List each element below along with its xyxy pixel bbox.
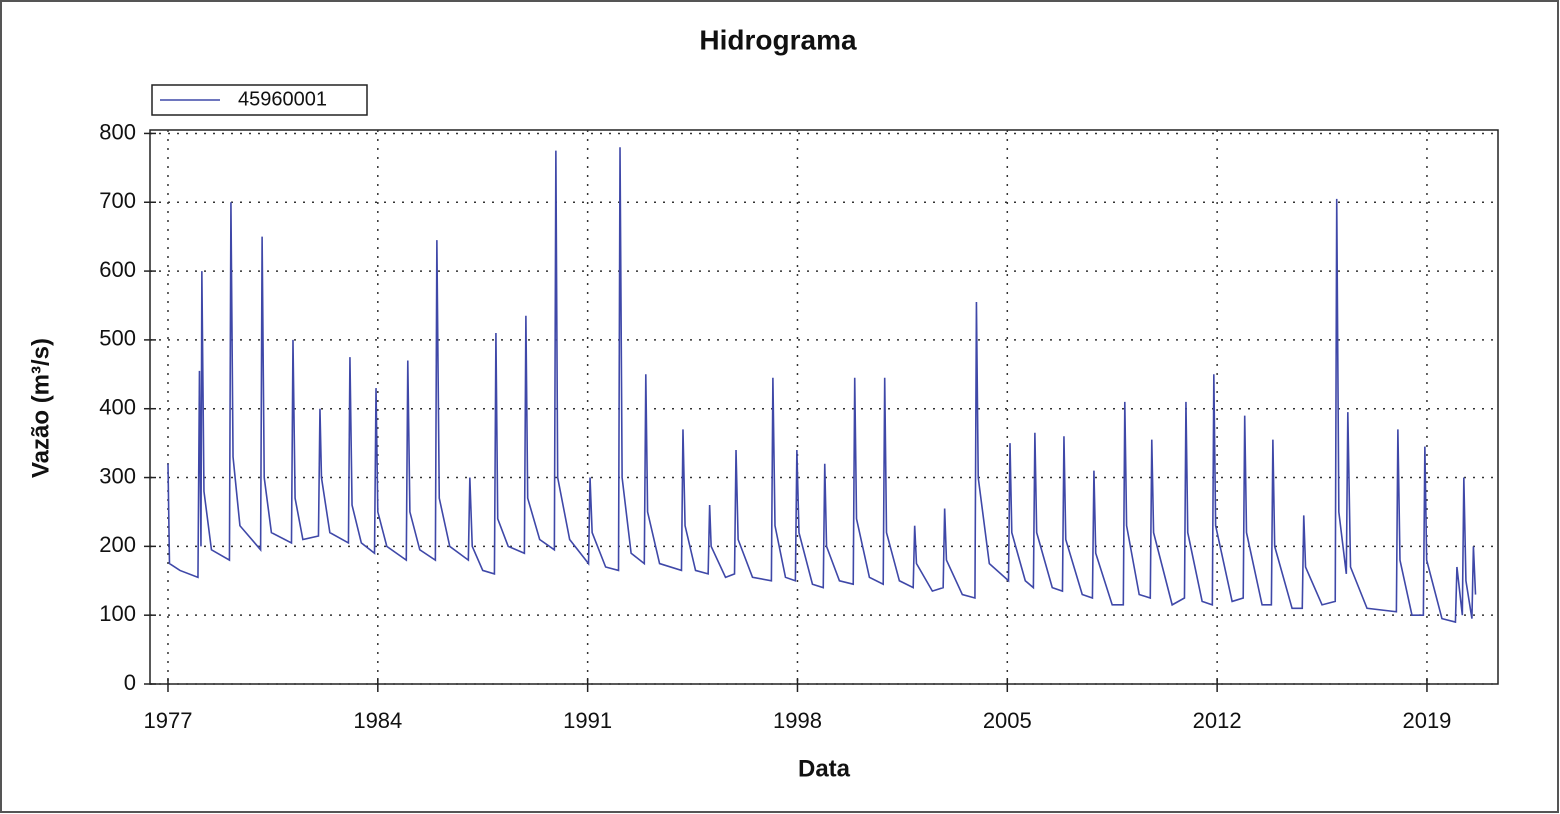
y-tick-label: 500 xyxy=(99,326,136,351)
y-tick-label: 400 xyxy=(99,395,136,420)
y-tick-label: 700 xyxy=(99,188,136,213)
y-axis-label: Vazão (m³/s) xyxy=(27,338,54,478)
x-tick-label: 2005 xyxy=(983,708,1032,733)
x-tick-label: 1998 xyxy=(773,708,822,733)
plot-area xyxy=(149,129,1499,685)
x-tick-label: 2012 xyxy=(1193,708,1242,733)
y-tick-label: 0 xyxy=(124,670,136,695)
x-tick-label: 2019 xyxy=(1402,708,1451,733)
y-tick-label: 800 xyxy=(99,119,136,144)
y-tick-label: 300 xyxy=(99,463,136,488)
chart-title: Hidrograma xyxy=(699,24,857,55)
y-tick-label: 200 xyxy=(99,532,136,557)
x-tick-label: 1984 xyxy=(353,708,402,733)
x-tick-label: 1977 xyxy=(144,708,193,733)
series-line xyxy=(167,147,1477,624)
y-tick-label: 600 xyxy=(99,257,136,282)
y-tick-label: 100 xyxy=(99,601,136,626)
x-tick-label: 1991 xyxy=(563,708,612,733)
x-axis-label: Data xyxy=(798,755,851,782)
legend-label: 45960001 xyxy=(238,88,327,110)
